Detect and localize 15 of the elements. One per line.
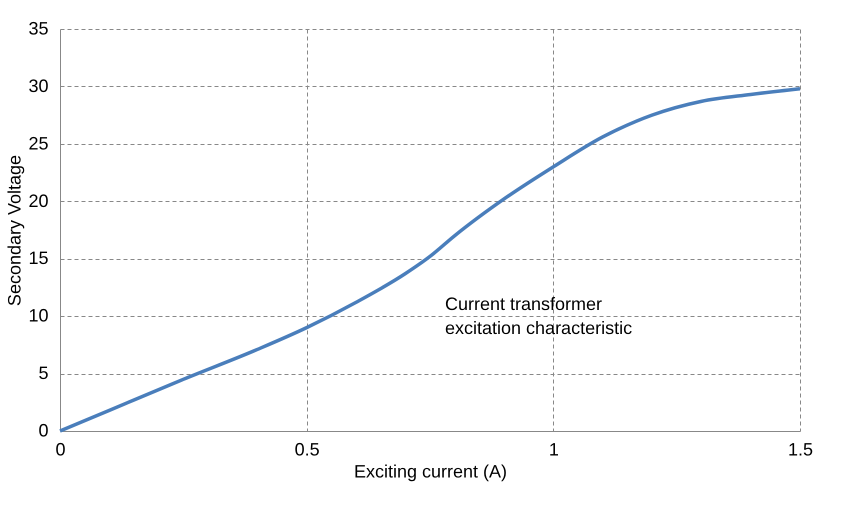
- x-axis-title: Exciting current (A): [354, 462, 508, 482]
- y-tick-label: 30: [28, 76, 48, 96]
- x-tick-label: 1.5: [788, 440, 814, 460]
- y-tick-label: 0: [38, 420, 48, 440]
- x-tick-label: 1: [548, 440, 559, 460]
- x-tick-label: 0: [55, 440, 66, 460]
- x-tick-label: 0.5: [294, 440, 320, 460]
- y-tick-label: 35: [28, 18, 48, 38]
- annotation: Current transformer excitation characteristic: [445, 294, 632, 338]
- y-axis-title: Secondary Voltage: [4, 154, 24, 306]
- y-tick-label: 15: [28, 248, 48, 268]
- y-tick-label: 20: [28, 190, 48, 211]
- y-tick-label: 25: [28, 133, 48, 154]
- y-tick-label: 5: [38, 363, 48, 384]
- y-tick-label: 10: [28, 306, 48, 326]
